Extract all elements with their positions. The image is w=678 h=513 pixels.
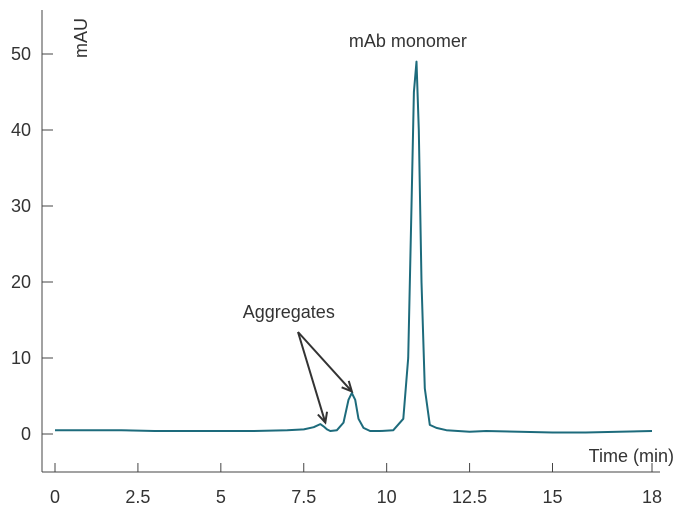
x-tick-label: 10 — [377, 487, 397, 507]
aggregates-arrows — [297, 331, 354, 425]
y-tick-label: 0 — [21, 424, 31, 444]
x-tick-label: 5 — [216, 487, 226, 507]
y-tick-label: 40 — [11, 120, 31, 140]
annotation-mab-monomer: mAb monomer — [349, 31, 467, 51]
y-tick-label: 10 — [11, 348, 31, 368]
x-tick-label: 0 — [50, 487, 60, 507]
x-tick-label: 7.5 — [291, 487, 316, 507]
y-tick-label: 30 — [11, 196, 31, 216]
y-tick-label: 20 — [11, 272, 31, 292]
arrow-head — [341, 380, 354, 394]
y-axis-label: mAU — [71, 18, 91, 58]
y-ticks: 0 10 20 30 40 50 — [11, 44, 53, 444]
x-tick-label: 12.5 — [452, 487, 487, 507]
chromatogram-trace — [55, 60, 653, 434]
arrow-head — [317, 411, 329, 425]
x-tick-label: 15 — [542, 487, 562, 507]
y-tick-label: 50 — [11, 44, 31, 64]
x-tick-label: 2.5 — [125, 487, 150, 507]
arrow-line — [297, 331, 353, 393]
x-axis-label: Time (min) — [589, 446, 674, 466]
annotation-aggregates: Aggregates — [243, 302, 335, 322]
arrow-line — [297, 331, 327, 423]
x-tick-label: 18 — [642, 487, 662, 507]
x-ticks: 0 2.5 5 7.5 10 12.5 15 18 — [50, 463, 662, 507]
